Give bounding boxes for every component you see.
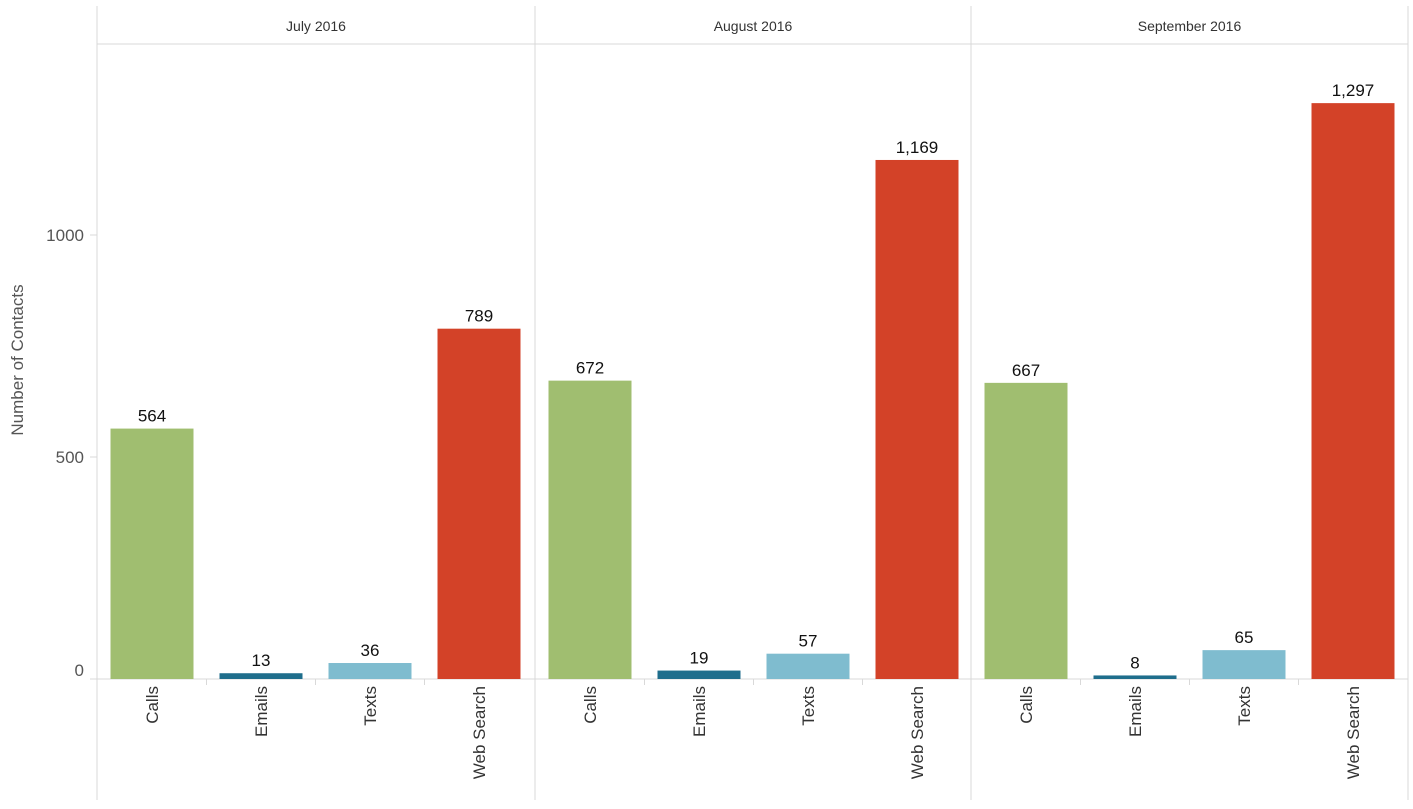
bar-value-label: 36 (361, 641, 380, 660)
bar-value-label: 564 (138, 407, 166, 426)
y-tick-label: 500 (56, 448, 84, 467)
bar-web-search (437, 328, 521, 679)
category-label: Calls (1017, 686, 1036, 724)
panel-header-label: July 2016 (286, 18, 346, 34)
category-label: Texts (1235, 686, 1254, 726)
y-tick-label: 1000 (46, 226, 84, 245)
bar-emails (219, 673, 303, 679)
bar-emails (1093, 675, 1177, 679)
bar-web-search (875, 159, 959, 680)
bar-calls (110, 428, 194, 679)
bar-value-label: 672 (576, 359, 604, 378)
bar-value-label: 65 (1235, 628, 1254, 647)
category-label: Emails (1126, 686, 1145, 737)
panel-header-label: August 2016 (714, 18, 793, 34)
bar-value-label: 1,169 (896, 138, 939, 157)
bar-emails (657, 670, 741, 679)
bar-texts (1202, 650, 1286, 679)
y-axis-title: Number of Contacts (8, 284, 27, 435)
bar-value-label: 667 (1012, 361, 1040, 380)
category-label: Texts (799, 686, 818, 726)
bar-value-label: 8 (1130, 653, 1139, 672)
category-label: Web Search (1344, 686, 1363, 779)
category-label: Texts (361, 686, 380, 726)
bar-calls (548, 380, 632, 679)
bar-calls (984, 382, 1068, 679)
category-label: Web Search (470, 686, 489, 779)
category-label: Web Search (908, 686, 927, 779)
category-label: Emails (252, 686, 271, 737)
bar-value-label: 19 (690, 649, 709, 668)
category-label: Calls (143, 686, 162, 724)
category-label: Calls (581, 686, 600, 724)
bar-value-label: 13 (252, 651, 271, 670)
bar-value-label: 57 (799, 632, 818, 651)
y-tick-label: 0 (75, 661, 84, 680)
bar-web-search (1311, 103, 1395, 679)
bar-texts (766, 653, 850, 679)
panel-header-label: September 2016 (1138, 18, 1242, 34)
bar-value-label: 789 (465, 307, 493, 326)
category-label: Emails (690, 686, 709, 737)
bar-value-label: 1,297 (1332, 81, 1375, 100)
bar-texts (328, 663, 412, 679)
